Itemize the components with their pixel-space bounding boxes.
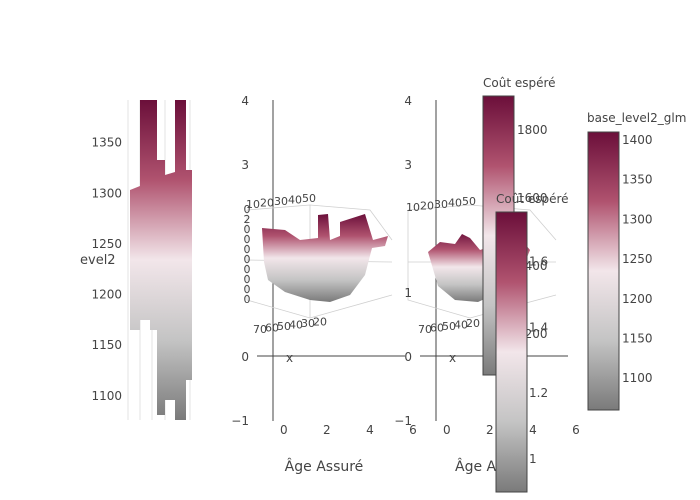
panel-2-scene-side-tick: 0 [244, 223, 251, 236]
colorbar-3-tick-label: 1300 [622, 212, 653, 226]
panel-3-scene-front-tick: 50 [442, 320, 456, 333]
panel-2-scene-back-tick: 20 [260, 197, 274, 210]
colorbar-2: Coût espéré 1.6 1.4 1.2 1 [495, 192, 569, 493]
panel-3-y-tick-label: 3 [404, 158, 412, 172]
panel-2-y-tick-label: −1 [231, 414, 249, 428]
colorbar-3-tick-label: 1250 [622, 252, 653, 266]
panel-3-scene-back-tick: 20 [420, 200, 434, 213]
panel-2-scene-back-tick: 50 [302, 192, 316, 205]
panel-1-z-tick-label: 1150 [91, 338, 122, 352]
panel-3-scene-front-tick: 20 [466, 317, 480, 330]
panel-2-scene-side-tick: 0 [244, 203, 251, 216]
panel-2-scene-side-tick: 0 [244, 233, 251, 246]
colorbar-3-tick-label: 1150 [622, 332, 653, 346]
colorbar-1-tick-label: 1600 [517, 191, 548, 205]
panel-3-x-tick-label: 0 [443, 423, 451, 437]
panel-2-x-tick-label: 2 [323, 423, 331, 437]
panel-3-x-tick-label: 4 [529, 423, 537, 437]
colorbar-1-title: Coût espéré [483, 76, 556, 90]
colorbar-3-bar [587, 131, 620, 411]
panel-1-z-tick-label: 1100 [91, 389, 122, 403]
panel-1-z-tick-label: 1300 [91, 186, 122, 200]
panel-2-y-tick-label: 0 [241, 350, 249, 364]
panel-2-scene-side-tick: 0 [244, 243, 251, 256]
panel-1-z-tick-label: 1350 [91, 136, 122, 150]
panel-2-y-tick-label: 4 [241, 94, 249, 108]
panel-2-scene-front-tick: 30 [301, 317, 315, 330]
panel-3-marker: x [449, 351, 456, 365]
panel-3-scene-back-tick: 30 [434, 198, 448, 211]
panel-2-scene-side-tick: 0 [244, 293, 251, 306]
colorbar-3-tick-label: 1100 [622, 371, 653, 385]
colorbar-3-tick-label: 1200 [622, 292, 653, 306]
panel-3-y-tick-label: 4 [404, 94, 412, 108]
panel-2-scene-side-tick: 0 [244, 273, 251, 286]
panel-3-x-tick-label: 6 [572, 423, 580, 437]
panel-1: evel2 1100 1150 1200 1250 1300 1350 [80, 100, 192, 420]
panel-2-x-axis-title: Âge Assuré [285, 457, 364, 475]
panel-2-x-tick-label: 0 [280, 423, 288, 437]
panel-3-scene-back-tick: 40 [448, 197, 462, 210]
panel-3-x-axis-title: Âge As [455, 457, 503, 475]
colorbar-2-tick-label: 1.6 [529, 254, 548, 268]
colorbar-3-tick-label: 1350 [622, 173, 653, 187]
colorbar-3-title: base_level2_glm [587, 111, 686, 125]
panel-2-surface [262, 214, 388, 302]
panel-3-scene-front-tick: 60 [430, 322, 444, 335]
colorbar-2-tick-label: 1.2 [529, 386, 548, 400]
panel-2-scene-back-tick: 40 [288, 194, 302, 207]
panel-1-z-ticks: 1100 1150 1200 1250 1300 1350 [91, 136, 122, 403]
colorbar-3: base_level2_glm 1400 1350 1300 1250 1200 1150… [587, 111, 686, 411]
panel-3-y-tick-label: −1 [394, 414, 412, 428]
panel-3-scene-back-tick: 10 [406, 201, 420, 214]
panel-2-scene-side-tick: 0 [244, 263, 251, 276]
panel-2-scene-back-tick: 30 [274, 195, 288, 208]
panel-1-z-tick-label: 1250 [91, 237, 122, 251]
panel-1-z-tick-label: 1200 [91, 288, 122, 302]
panel-2-scene-front-tick: 20 [313, 316, 327, 329]
panel-3-x-tick-label: 2 [486, 423, 494, 437]
panel-2-x-tick-label: 6 [409, 423, 417, 437]
panel-2-scene-side-tick: 0 [244, 283, 251, 296]
panel-3-scene-front-tick: 40 [454, 319, 468, 332]
colorbar-3-tick-label: 1400 [622, 133, 653, 147]
panel-2-scene-front-tick: 70 [253, 323, 267, 336]
panel-2-scene-front-tick: 60 [265, 322, 279, 335]
panel-2-scene-front-tick: 40 [289, 319, 303, 332]
panel-2-y-tick-label: 3 [241, 158, 249, 172]
colorbar-1-tick-label: 1800 [517, 123, 548, 137]
panel-2-scene-back-tick: 10 [246, 198, 260, 211]
colorbar-2-tick-label: 1 [529, 452, 537, 466]
panel-3-scene-back-tick: 50 [462, 195, 476, 208]
colorbar-2-bar [495, 211, 528, 493]
panel-2-scene-front-tick: 50 [277, 320, 291, 333]
panel-1-surface [130, 100, 192, 420]
panel-2-scene-side-tick: 0 [244, 253, 251, 266]
panel-3-scene-front-tick: 70 [418, 323, 432, 336]
panel-2-x-tick-label: 4 [366, 423, 374, 437]
colorbar-2-title: Coût espéré [496, 192, 569, 206]
panel-1-axis-title: evel2 [80, 253, 116, 268]
panel-3-y-tick-label: 0 [404, 350, 412, 364]
panel-3-y-tick-label: 1 [404, 286, 412, 300]
panel-2-scene-side-tick: 2 [244, 213, 251, 226]
colorbar-2-tick-label: 1.4 [529, 320, 548, 334]
panel-2-marker: x [286, 351, 293, 365]
